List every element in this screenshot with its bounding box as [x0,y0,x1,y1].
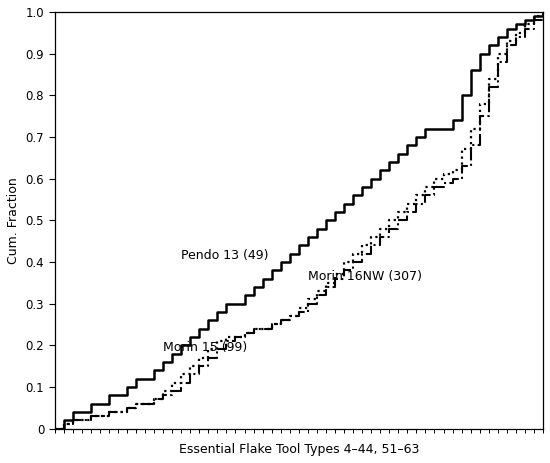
Text: Morin 16NW (307): Morin 16NW (307) [308,270,422,283]
Y-axis label: Cum. Fraction: Cum. Fraction [7,177,20,263]
X-axis label: Essential Flake Tool Types 4–44, 51–63: Essential Flake Tool Types 4–44, 51–63 [179,443,419,456]
Text: Pendo 13 (49): Pendo 13 (49) [181,249,269,262]
Text: Morin 15 (99): Morin 15 (99) [163,341,248,354]
